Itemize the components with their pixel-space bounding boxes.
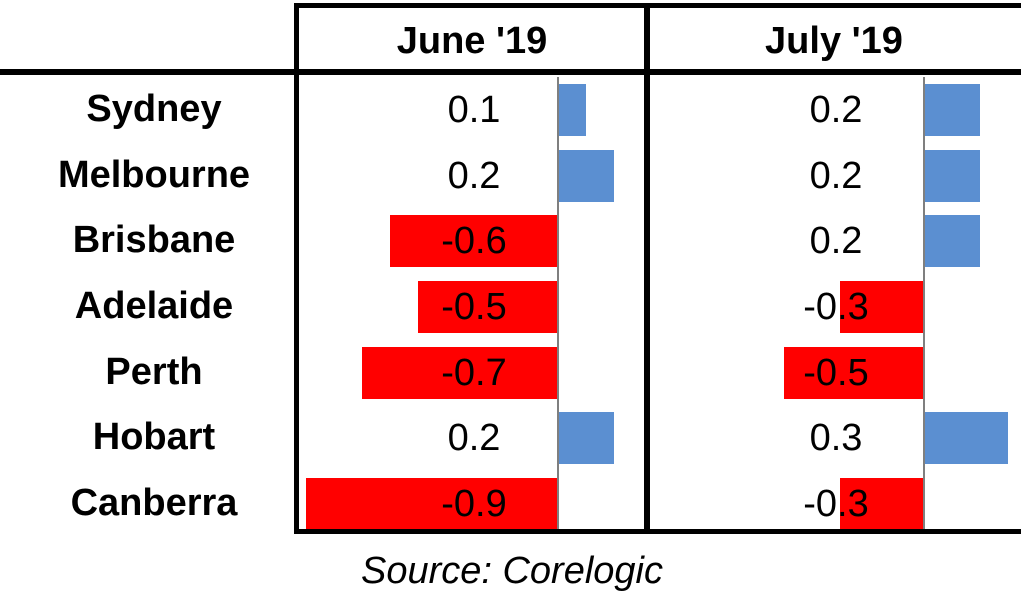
bar-sydney-june (558, 83, 586, 136)
city-label: Adelaide (74, 284, 234, 327)
value-label: 0.2 (809, 220, 863, 263)
bar-sydney-july (924, 83, 980, 136)
zero-axis-july (923, 77, 925, 531)
bar-canberra-june (306, 478, 558, 531)
value-label: -0.5 (803, 351, 869, 394)
table-bottom-border (294, 529, 1021, 534)
bar-melbourne-june (558, 149, 614, 202)
column-divider (644, 3, 650, 534)
column-header-july: July '19 (765, 20, 903, 62)
bar-brisbane-june (390, 215, 558, 268)
value-label: 0.2 (447, 154, 501, 197)
value-label: -0.3 (803, 285, 869, 328)
city-label: Perth (105, 350, 203, 393)
bar-brisbane-july (924, 215, 980, 268)
value-label: -0.3 (803, 483, 869, 526)
bar-adelaide-july (840, 280, 924, 333)
bar-perth-june (362, 346, 558, 399)
column-header-june: June '19 (396, 20, 548, 62)
city-label: Melbourne (57, 153, 251, 196)
city-label: Brisbane (72, 219, 236, 262)
value-label: 0.2 (809, 88, 863, 131)
value-label: 0.3 (809, 417, 863, 460)
value-label: 0.2 (447, 417, 501, 460)
table-top-border (294, 3, 1021, 8)
value-label: 0.1 (447, 88, 501, 131)
city-label: Hobart (92, 416, 216, 459)
bar-melbourne-july (924, 149, 980, 202)
value-label: -0.6 (441, 220, 507, 263)
header-separator (0, 69, 1021, 75)
city-label: Canberra (70, 482, 238, 525)
zero-axis-june (557, 77, 559, 531)
bar-canberra-july (840, 478, 924, 531)
bar-hobart-july (924, 412, 1008, 465)
city-label: Sydney (86, 87, 222, 130)
value-label: -0.9 (441, 483, 507, 526)
left-border (294, 3, 299, 534)
value-label: -0.5 (441, 285, 507, 328)
value-label: 0.2 (809, 154, 863, 197)
bar-perth-july (784, 346, 924, 399)
value-label: -0.7 (441, 351, 507, 394)
bar-adelaide-june (418, 280, 558, 333)
bar-hobart-june (558, 412, 614, 465)
source-note: Source: Corelogic (360, 550, 664, 592)
